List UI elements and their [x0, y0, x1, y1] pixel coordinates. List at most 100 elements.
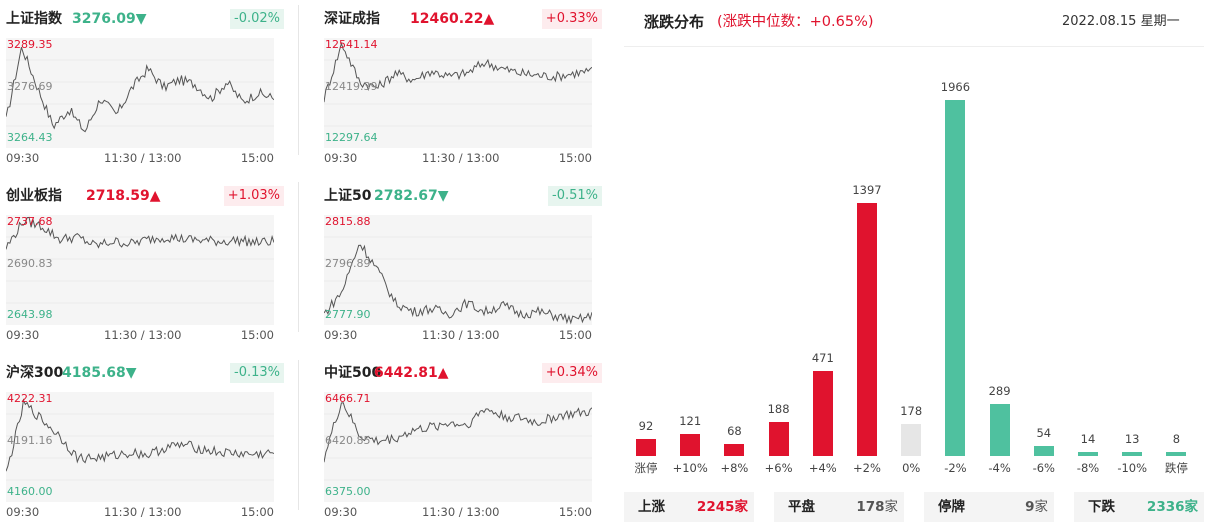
distribution-bar[interactable] [680, 434, 701, 456]
bar-category-label: -4% [988, 461, 1011, 475]
index-panel[interactable]: 沪深300 4185.68▼ -0.13% 4222.31 4191.16 41… [0, 354, 290, 524]
y-mid-label: 12419.39 [325, 80, 378, 93]
x-label-open: 09:30 [324, 505, 358, 519]
y-high-label: 2737.68 [7, 215, 53, 228]
x-label-noon: 11:30 / 13:00 [104, 328, 182, 342]
index-name: 沪深300 [6, 365, 64, 381]
index-change-badge: +1.03% [223, 186, 284, 206]
distribution-bar[interactable] [989, 403, 1010, 456]
stat-box: 平盘 178家 [774, 492, 904, 522]
index-value: 2782.67▼ [374, 188, 449, 204]
x-label-noon: 11:30 / 13:00 [422, 505, 500, 519]
x-label-open: 09:30 [324, 328, 358, 342]
chart-background [6, 392, 274, 502]
bar-value-label: 1397 [852, 183, 882, 198]
bar-category-label: +6% [764, 461, 793, 475]
price-line [6, 47, 274, 133]
distribution-bar[interactable] [1166, 452, 1187, 456]
chart-background [324, 392, 592, 502]
x-label-close: 15:00 [240, 505, 274, 519]
index-change-badge: -0.13% [230, 363, 284, 383]
index-name: 上证50 [324, 188, 372, 204]
intraday-chart: 12541.14 12419.39 12297.64 09:30 11:30 /… [324, 38, 592, 168]
distribution-bar[interactable] [1078, 452, 1098, 456]
bar-category-label: 0% [902, 461, 921, 475]
x-label-noon: 11:30 / 13:00 [104, 505, 182, 519]
bar-category-label: -6% [1032, 461, 1055, 475]
y-high-label: 3289.35 [7, 38, 53, 51]
distribution-bar[interactable] [724, 443, 745, 456]
index-name: 创业板指 [6, 188, 62, 204]
column-divider [298, 360, 299, 510]
x-label-close: 15:00 [240, 151, 274, 165]
x-label-open: 09:30 [6, 151, 40, 165]
median-change: (涨跌中位数：+0.65%) [717, 14, 874, 30]
stat-box: 停牌 9家 [924, 492, 1054, 522]
chart-background [324, 38, 592, 148]
arrow-up-icon: ▲ [437, 365, 449, 381]
index-header: 中证500 6442.81▲ +0.34% [324, 363, 602, 383]
bar-value-label: 13 [1124, 432, 1140, 446]
x-label-open: 09:30 [6, 328, 40, 342]
stat-label: 平盘 [788, 499, 815, 515]
x-label-open: 09:30 [6, 505, 40, 519]
arrow-down-icon: ▼ [437, 188, 449, 204]
intraday-chart: 4222.31 4191.16 4160.00 09:30 11:30 / 13… [6, 392, 274, 522]
index-panel[interactable]: 上证指数 3276.09▼ -0.02% 3289.35 3276.69 326… [0, 0, 290, 170]
distribution-bar[interactable] [812, 370, 833, 456]
index-value: 12460.22▲ [410, 11, 495, 27]
intraday-chart: 6466.71 6420.85 6375.00 09:30 11:30 / 13… [324, 392, 592, 522]
y-mid-label: 3276.69 [7, 80, 53, 93]
chart-background [324, 215, 592, 325]
distribution-bar[interactable] [945, 100, 966, 456]
bar-value-label: 8 [1172, 432, 1181, 446]
index-header: 创业板指 2718.59▲ +1.03% [6, 186, 284, 206]
distribution-bar[interactable] [1122, 452, 1143, 456]
intraday-line-chart [6, 38, 274, 148]
header-divider [624, 46, 1204, 47]
index-value: 2718.59▲ [86, 188, 161, 204]
index-change-badge: +0.34% [541, 363, 602, 383]
index-header: 深证成指 12460.22▲ +0.33% [324, 9, 602, 29]
index-name: 中证500 [324, 365, 382, 381]
distribution-bar[interactable] [1033, 446, 1054, 456]
arrow-down-icon: ▼ [135, 11, 147, 27]
bar-category-label: +10% [672, 461, 708, 475]
index-change-badge: +0.33% [541, 9, 602, 29]
stat-label: 停牌 [938, 499, 965, 515]
price-line [324, 402, 592, 463]
stat-count: 2336家 [1146, 499, 1198, 515]
stat-count: 178家 [856, 499, 898, 515]
intraday-line-chart [6, 392, 274, 502]
bar-value-label: 121 [679, 414, 702, 429]
index-panel[interactable]: 深证成指 12460.22▲ +0.33% 12541.14 12419.39 … [318, 0, 608, 170]
distribution-bar[interactable] [857, 203, 877, 456]
x-label-close: 15:00 [558, 505, 592, 519]
bar-value-label: 188 [767, 401, 790, 416]
index-panel[interactable]: 创业板指 2718.59▲ +1.03% 2737.68 2690.83 264… [0, 177, 290, 347]
index-header: 上证指数 3276.09▼ -0.02% [6, 9, 284, 29]
index-panel[interactable]: 中证500 6442.81▲ +0.34% 6466.71 6420.85 63… [318, 354, 608, 524]
distribution-bar[interactable] [636, 439, 656, 456]
index-change-badge: -0.51% [548, 186, 602, 206]
bar-value-label: 14 [1080, 432, 1096, 446]
price-line [6, 398, 274, 472]
y-low-label: 3264.43 [7, 131, 53, 144]
distribution-bar[interactable] [768, 421, 789, 456]
index-change-badge: -0.02% [230, 9, 284, 29]
stat-count: 9家 [1025, 499, 1048, 515]
index-header: 上证50 2782.67▼ -0.51% [324, 186, 602, 206]
y-high-label: 12541.14 [325, 38, 378, 51]
index-panel[interactable]: 上证50 2782.67▼ -0.51% 2815.88 2796.89 277… [318, 177, 608, 347]
y-mid-label: 2690.83 [7, 257, 53, 270]
stat-box: 上涨 2245家 [624, 492, 754, 522]
intraday-chart: 2815.88 2796.89 2777.90 09:30 11:30 / 13… [324, 215, 592, 345]
y-low-label: 4160.00 [7, 485, 53, 498]
bar-value-label: 54 [1036, 426, 1052, 441]
arrow-down-icon: ▼ [125, 365, 137, 381]
distribution-bar[interactable] [901, 423, 922, 456]
y-high-label: 2815.88 [325, 215, 371, 228]
y-low-label: 2643.98 [7, 308, 53, 321]
trade-date: 2022.08.15 星期一 [1062, 14, 1180, 29]
y-mid-label: 4191.16 [7, 434, 53, 447]
